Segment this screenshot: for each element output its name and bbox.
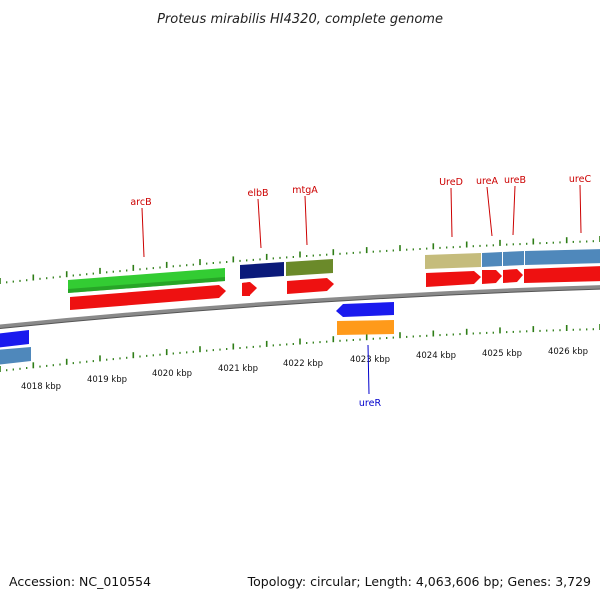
gene-leaders bbox=[141, 184, 582, 395]
feature-olive bbox=[286, 259, 333, 276]
leader-UreD bbox=[450, 187, 453, 238]
gene-label-mtgA: mtgA bbox=[292, 185, 318, 196]
scale-label: 4025 kbp bbox=[482, 349, 522, 359]
cds-ureR bbox=[336, 302, 394, 317]
scale-label: 4024 kbp bbox=[416, 351, 456, 361]
cds-elbB-body bbox=[242, 282, 250, 296]
scale-label: 4021 kbp bbox=[218, 364, 258, 374]
gene-label-arcB: arcB bbox=[130, 197, 151, 208]
leader-elbB bbox=[257, 198, 262, 249]
gene-labels: arcB elbB mtgA UreD ureA ureB ureC ureR bbox=[130, 174, 591, 409]
cds-UreD bbox=[426, 271, 481, 287]
map-title: Proteus mirabilis HI4320, complete genom… bbox=[157, 12, 443, 27]
leader-mtgA bbox=[304, 195, 308, 246]
feature-left-blue bbox=[0, 330, 29, 348]
feature-track bbox=[0, 249, 600, 365]
leader-ureC bbox=[579, 184, 582, 234]
cds-mtgA bbox=[287, 278, 334, 294]
gene-label-UreD: UreD bbox=[439, 177, 463, 188]
inner-tick-row bbox=[0, 324, 600, 372]
feature-steelblue-2 bbox=[503, 251, 524, 266]
scale-label: 4019 kbp bbox=[87, 375, 127, 385]
feature-orange bbox=[337, 320, 394, 335]
leader-ureR bbox=[367, 344, 370, 395]
gene-label-ureC: ureC bbox=[569, 174, 592, 185]
scale-label: 4026 kbp bbox=[548, 347, 588, 357]
cds-arcB bbox=[70, 285, 226, 310]
leader-ureA bbox=[486, 186, 493, 237]
feature-green-shade bbox=[68, 277, 225, 293]
feature-navy bbox=[240, 262, 284, 279]
cds-ureC bbox=[524, 266, 600, 283]
scale-label: 4023 kbp bbox=[350, 355, 390, 365]
scale-label: 4022 kbp bbox=[283, 359, 323, 369]
feature-steelblue-3 bbox=[525, 249, 600, 265]
cds-ureB bbox=[503, 269, 523, 283]
feature-steelblue-1 bbox=[482, 252, 502, 267]
cds-ureA bbox=[482, 270, 502, 284]
accession-label: Accession: NC_010554 bbox=[9, 574, 151, 589]
gene-label-elbB: elbB bbox=[247, 188, 268, 199]
genome-backbone bbox=[0, 285, 600, 329]
scale-label: 4020 kbp bbox=[152, 369, 192, 379]
gene-label-ureR: ureR bbox=[359, 398, 382, 409]
gene-label-ureB: ureB bbox=[504, 175, 526, 186]
feature-left-steelblue bbox=[0, 347, 31, 365]
scale-label: 4018 kbp bbox=[21, 382, 61, 392]
outer-tick-row bbox=[0, 236, 600, 284]
scale-labels: 4018 kbp 4019 kbp 4020 kbp 4021 kbp 4022… bbox=[21, 347, 588, 392]
genome-backbone-edge bbox=[0, 288, 600, 330]
genome-summary: Topology: circular; Length: 4,063,606 bp… bbox=[247, 574, 591, 589]
feature-khaki bbox=[425, 253, 481, 269]
leader-arcB bbox=[141, 207, 145, 258]
leader-ureB bbox=[512, 185, 516, 236]
gene-label-ureA: ureA bbox=[476, 176, 499, 187]
